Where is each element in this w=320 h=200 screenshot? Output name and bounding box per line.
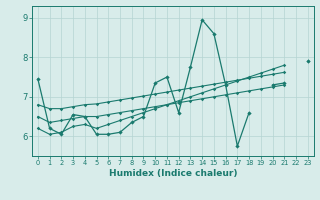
- X-axis label: Humidex (Indice chaleur): Humidex (Indice chaleur): [108, 169, 237, 178]
